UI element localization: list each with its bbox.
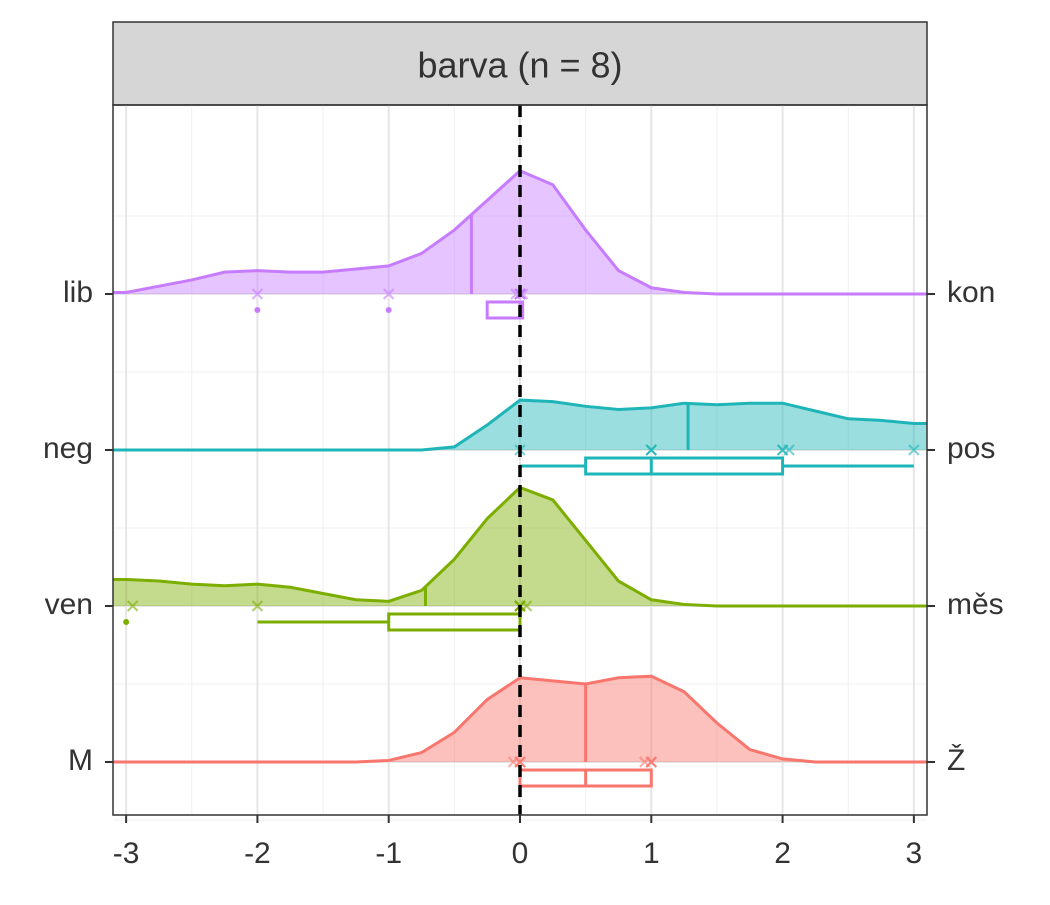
point — [383, 288, 395, 300]
point — [645, 444, 657, 456]
x-tick-label: 0 — [512, 837, 529, 870]
density-line — [113, 398, 927, 452]
plot-area: -3 -2 -1 0 1 2 3 lib kon neg pos ven měs M Ž — [43, 105, 1004, 870]
x-tick-label: 1 — [643, 837, 660, 870]
point — [514, 756, 526, 768]
outlier — [123, 619, 130, 625]
y-tick-label: lib — [63, 276, 93, 309]
density-area — [113, 676, 927, 762]
y-tick-label: neg — [43, 432, 93, 465]
point — [908, 444, 920, 456]
x-tick-label: -2 — [244, 837, 271, 870]
point — [251, 600, 264, 612]
point — [776, 444, 789, 456]
y2-tick-label: měs — [947, 588, 1004, 621]
point — [126, 600, 139, 612]
x-tick-label: 2 — [774, 837, 791, 870]
y2-tick-label: kon — [947, 276, 995, 309]
x-tick-label: 3 — [906, 837, 923, 870]
y2-tick-label: Ž — [947, 744, 965, 777]
point — [251, 288, 264, 300]
density-line — [113, 674, 927, 764]
box — [584, 456, 785, 476]
x-tick-label: -3 — [113, 837, 140, 870]
point — [645, 756, 657, 768]
y-tick-label: M — [68, 744, 93, 777]
box — [485, 300, 525, 320]
chart-title: barva (n = 8) — [417, 45, 622, 86]
x-tick-label: -1 — [375, 837, 402, 870]
panel-border — [112, 104, 928, 816]
y2-tick-label: pos — [947, 432, 995, 465]
strip — [112, 21, 928, 106]
outlier — [254, 307, 261, 313]
outlier — [385, 307, 392, 313]
y-tick-label: ven — [45, 588, 93, 621]
